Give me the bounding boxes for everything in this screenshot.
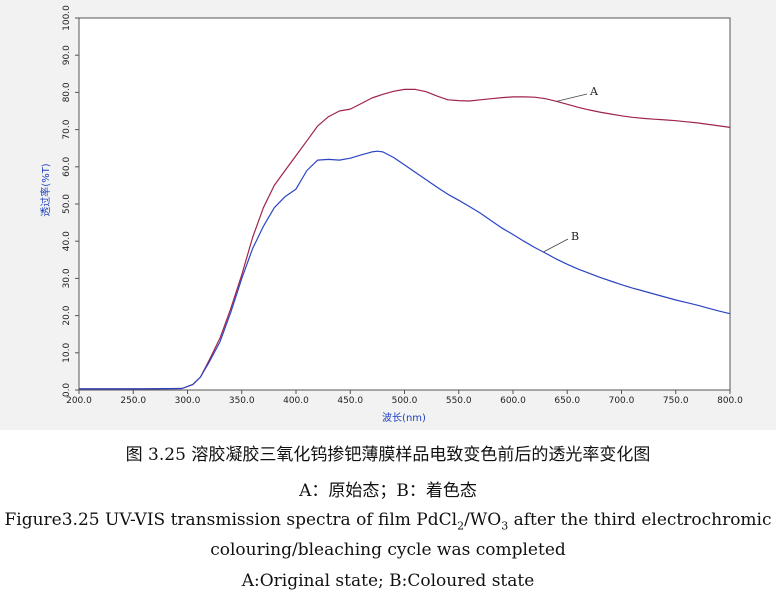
y-tick-label: 100.0 (62, 5, 72, 31)
x-tick-label: 800.0 (717, 396, 743, 406)
y-tick-label: 70.0 (62, 119, 72, 139)
annotation-layer: AB (543, 85, 599, 253)
caption-chinese-legend: A：原始态；B：着色态 (299, 481, 477, 501)
caption-english-line-3: A:Original state; B:Coloured state (241, 571, 535, 591)
caption-en-subscript: 2 (457, 519, 465, 533)
annotation-label-A: A (589, 85, 599, 98)
caption-english-line-2: colouring/bleaching cycle was completed (210, 540, 566, 560)
caption-title-text: 溶胶凝胶三氧化钨掺钯薄膜样品电致变色前后的透光率变化图 (191, 445, 651, 465)
caption-en-part: after the third electrochromic (508, 510, 772, 530)
y-tick-label: 20.0 (62, 305, 72, 325)
y-tick-label: 40.0 (62, 231, 72, 251)
y-tick-label: 50.0 (62, 194, 72, 214)
x-tick-label: 600.0 (500, 396, 526, 406)
transmission-chart: 200.0 250.0 300.0 350.0 400.0 450.0 500.0 550.0… (39, 5, 743, 424)
caption-en-subscript: 3 (501, 519, 509, 533)
y-tick-label: 80.0 (62, 82, 72, 102)
annotation-label-B: B (571, 230, 579, 243)
y-tick-label: 10.0 (62, 343, 72, 363)
y-tick-label: 30.0 (62, 268, 72, 288)
annotation-leader-A (556, 93, 588, 102)
x-tick-label: 350.0 (229, 396, 255, 406)
annotation-leader-B (543, 238, 569, 253)
series-line-A (79, 88, 731, 390)
x-tick-label: 400.0 (283, 396, 309, 406)
y-axis-title: 透过率(%T) (39, 163, 52, 217)
plot-area (78, 17, 731, 391)
x-tick-label: 450.0 (337, 396, 363, 406)
caption-en-part: Figure3.25 UV-VIS transmission spectra o… (4, 510, 458, 530)
x-tick-label: 200.0 (66, 396, 92, 406)
x-tick-label: 700.0 (609, 396, 635, 406)
x-tick-label: 650.0 (554, 396, 580, 406)
x-axis-ticks: 200.0 250.0 300.0 350.0 400.0 450.0 500.0 550.0… (66, 390, 743, 406)
series-layer (79, 88, 731, 390)
x-tick-label: 750.0 (663, 396, 689, 406)
x-tick-label: 550.0 (446, 396, 472, 406)
series-line-B (79, 150, 731, 390)
caption-english-line-1: Figure3.25 UV-VIS transmission spectra o… (0, 510, 776, 532)
x-tick-label: 500.0 (392, 396, 418, 406)
y-axis-ticks: 0.0 10.0 20.0 30.0 40.0 50.0 60.0 70.0 80.0 90.0 1… (62, 5, 79, 397)
y-tick-label: 90.0 (62, 45, 72, 65)
y-tick-label: 60.0 (62, 157, 72, 177)
caption-chinese-title: 图 3.25 溶胶凝胶三氧化钨掺钯薄膜样品电致变色前后的透光率变化图 (0, 440, 776, 465)
caption-figure-number: 图 3.25 (125, 445, 192, 465)
x-tick-label: 300.0 (175, 396, 201, 406)
x-tick-label: 250.0 (120, 396, 146, 406)
y-tick-label: 0.0 (62, 383, 72, 398)
caption-en-part: /WO (464, 510, 502, 530)
x-axis-title: 波长(nm) (382, 411, 426, 424)
